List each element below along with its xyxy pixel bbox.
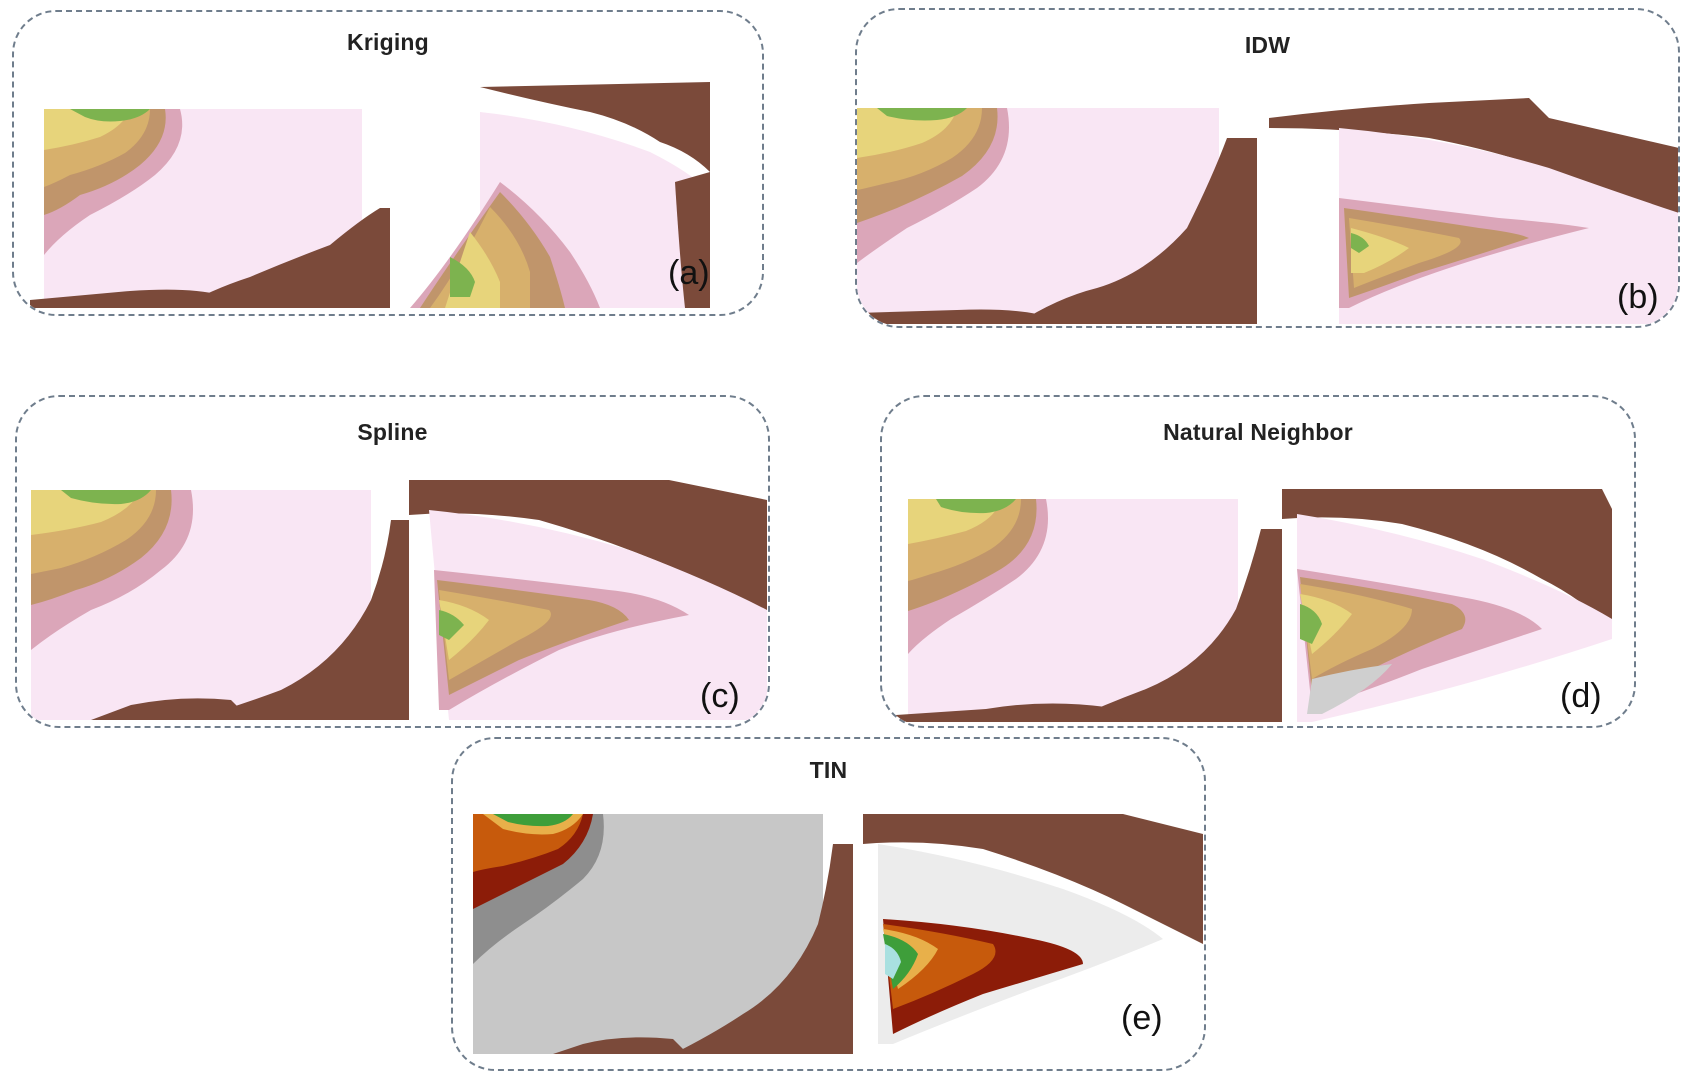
panel-title: IDW <box>1244 32 1291 58</box>
panel-label: (a) <box>668 254 710 292</box>
map-east-spline <box>409 480 767 720</box>
map-west-spline <box>31 480 421 720</box>
map-east-idw <box>1269 98 1678 324</box>
panel-label: (c) <box>700 677 740 715</box>
map-west-idw <box>857 98 1257 324</box>
panel-title: TIN <box>809 757 848 783</box>
panel-title: Kriging <box>347 29 429 55</box>
map-west-tin <box>473 814 853 1054</box>
map-east-kriging <box>390 82 710 308</box>
map-west-kriging <box>30 95 422 308</box>
map-east-tin <box>863 814 1203 1054</box>
panel-title: Natural Neighbor <box>1163 419 1353 445</box>
map-east-natural-neighbor <box>1282 489 1612 722</box>
panel-title: Spline <box>357 419 428 445</box>
panel-tin: TIN (e) <box>451 737 1206 1071</box>
panel-spline: Spline (c) <box>15 395 770 728</box>
panel-idw: IDW (b) <box>855 8 1680 328</box>
panel-label: (d) <box>1560 677 1602 715</box>
map-west-natural-neighbor <box>896 489 1292 722</box>
panel-natural-neighbor: Natural Neighbor (d) <box>880 395 1636 728</box>
panel-kriging: Kriging (a) <box>12 10 764 316</box>
panel-label: (e) <box>1121 999 1163 1037</box>
panel-label: (b) <box>1617 278 1659 316</box>
